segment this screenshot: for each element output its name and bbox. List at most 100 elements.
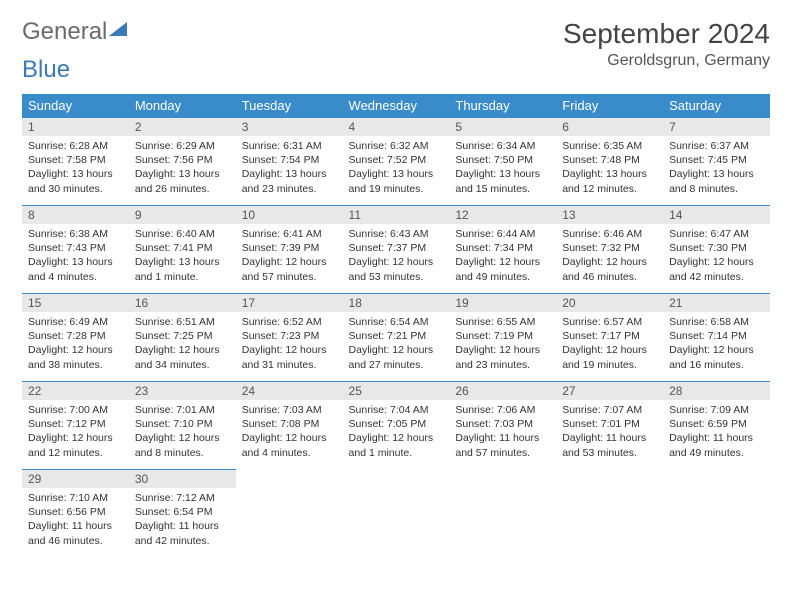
sunrise-text: Sunrise: 7:04 AM	[349, 403, 444, 417]
sunset-text: Sunset: 7:41 PM	[135, 241, 230, 255]
sunrise-text: Sunrise: 6:34 AM	[455, 139, 550, 153]
sunset-text: Sunset: 7:25 PM	[135, 329, 230, 343]
sunset-text: Sunset: 7:39 PM	[242, 241, 337, 255]
weekday-header: Monday	[129, 94, 236, 117]
daylight-text: Daylight: 11 hours and 49 minutes.	[669, 431, 764, 459]
day-number: 17	[236, 293, 343, 312]
daylight-text: Daylight: 13 hours and 26 minutes.	[135, 167, 230, 195]
sunset-text: Sunset: 7:21 PM	[349, 329, 444, 343]
daylight-text: Daylight: 13 hours and 8 minutes.	[669, 167, 764, 195]
day-details: Sunrise: 6:41 AMSunset: 7:39 PMDaylight:…	[236, 224, 343, 288]
sunrise-text: Sunrise: 6:58 AM	[669, 315, 764, 329]
sunset-text: Sunset: 7:45 PM	[669, 153, 764, 167]
weekday-header: Wednesday	[343, 94, 450, 117]
daylight-text: Daylight: 11 hours and 53 minutes.	[562, 431, 657, 459]
sunset-text: Sunset: 7:30 PM	[669, 241, 764, 255]
sunset-text: Sunset: 7:10 PM	[135, 417, 230, 431]
day-details: Sunrise: 6:40 AMSunset: 7:41 PMDaylight:…	[129, 224, 236, 288]
day-number: 22	[22, 381, 129, 400]
day-number: 20	[556, 293, 663, 312]
day-number: 26	[449, 381, 556, 400]
sunrise-text: Sunrise: 7:01 AM	[135, 403, 230, 417]
day-number: 18	[343, 293, 450, 312]
sunrise-text: Sunrise: 6:57 AM	[562, 315, 657, 329]
day-number: 2	[129, 117, 236, 136]
day-number: 13	[556, 205, 663, 224]
calendar-day-cell: 27Sunrise: 7:07 AMSunset: 7:01 PMDayligh…	[556, 381, 663, 469]
day-details: Sunrise: 7:06 AMSunset: 7:03 PMDaylight:…	[449, 400, 556, 464]
daylight-text: Daylight: 12 hours and 23 minutes.	[455, 343, 550, 371]
calendar-week-row: 8Sunrise: 6:38 AMSunset: 7:43 PMDaylight…	[22, 205, 770, 293]
day-details: Sunrise: 6:37 AMSunset: 7:45 PMDaylight:…	[663, 136, 770, 200]
calendar-day-cell: 29Sunrise: 7:10 AMSunset: 6:56 PMDayligh…	[22, 469, 129, 557]
sunrise-text: Sunrise: 6:51 AM	[135, 315, 230, 329]
calendar-day-cell: 13Sunrise: 6:46 AMSunset: 7:32 PMDayligh…	[556, 205, 663, 293]
sunrise-text: Sunrise: 7:06 AM	[455, 403, 550, 417]
calendar-day-cell: 16 Sunrise: 6:51 AMSunset: 7:25 PMDayligh…	[129, 293, 236, 381]
title-block: September 2024 Geroldsgrun, Germany	[563, 18, 770, 70]
sunset-text: Sunset: 7:48 PM	[562, 153, 657, 167]
daylight-text: Daylight: 13 hours and 4 minutes.	[28, 255, 123, 283]
calendar-day-cell: 21Sunrise: 6:58 AMSunset: 7:14 PMDayligh…	[663, 293, 770, 381]
calendar-day-cell: 23Sunrise: 7:01 AMSunset: 7:10 PMDayligh…	[129, 381, 236, 469]
sunrise-text: Sunrise: 7:03 AM	[242, 403, 337, 417]
calendar-day-cell: 11Sunrise: 6:43 AMSunset: 7:37 PMDayligh…	[343, 205, 450, 293]
weekday-header: Tuesday	[236, 94, 343, 117]
day-details: Sunrise: 6:43 AMSunset: 7:37 PMDaylight:…	[343, 224, 450, 288]
daylight-text: Daylight: 12 hours and 53 minutes.	[349, 255, 444, 283]
sunset-text: Sunset: 6:54 PM	[135, 505, 230, 519]
calendar-day-cell: .	[556, 469, 663, 557]
calendar-day-cell: 24Sunrise: 7:03 AMSunset: 7:08 PMDayligh…	[236, 381, 343, 469]
day-number: 15	[22, 293, 129, 312]
day-details: Sunrise: 7:01 AMSunset: 7:10 PMDaylight:…	[129, 400, 236, 464]
sunrise-text: Sunrise: 7:10 AM	[28, 491, 123, 505]
day-number: 1	[22, 117, 129, 136]
day-number: 9	[129, 205, 236, 224]
sunrise-text: Sunrise: 6:46 AM	[562, 227, 657, 241]
sunset-text: Sunset: 7:19 PM	[455, 329, 550, 343]
day-details: Sunrise: 6:54 AMSunset: 7:21 PMDaylight:…	[343, 312, 450, 376]
day-number: 16	[129, 293, 236, 312]
sunset-text: Sunset: 7:56 PM	[135, 153, 230, 167]
day-details: Sunrise: 6:32 AMSunset: 7:52 PMDaylight:…	[343, 136, 450, 200]
daylight-text: Daylight: 12 hours and 16 minutes.	[669, 343, 764, 371]
daylight-text: Daylight: 12 hours and 34 minutes.	[135, 343, 230, 371]
sunrise-text: Sunrise: 6:31 AM	[242, 139, 337, 153]
daylight-text: Daylight: 13 hours and 23 minutes.	[242, 167, 337, 195]
logo: General	[22, 18, 127, 46]
sunrise-text: Sunrise: 6:44 AM	[455, 227, 550, 241]
daylight-text: Daylight: 12 hours and 46 minutes.	[562, 255, 657, 283]
calendar-day-cell: 5Sunrise: 6:34 AMSunset: 7:50 PMDaylight…	[449, 117, 556, 205]
calendar-day-cell: 14Sunrise: 6:47 AMSunset: 7:30 PMDayligh…	[663, 205, 770, 293]
sunrise-text: Sunrise: 7:00 AM	[28, 403, 123, 417]
day-details: Sunrise: 7:04 AMSunset: 7:05 PMDaylight:…	[343, 400, 450, 464]
calendar-day-cell: 20Sunrise: 6:57 AMSunset: 7:17 PMDayligh…	[556, 293, 663, 381]
calendar-day-cell: 28Sunrise: 7:09 AMSunset: 6:59 PMDayligh…	[663, 381, 770, 469]
day-number: 28	[663, 381, 770, 400]
day-number: 8	[22, 205, 129, 224]
sunset-text: Sunset: 7:05 PM	[349, 417, 444, 431]
sunset-text: Sunset: 7:43 PM	[28, 241, 123, 255]
calendar-day-cell: .	[236, 469, 343, 557]
calendar-day-cell: 22Sunrise: 7:00 AMSunset: 7:12 PMDayligh…	[22, 381, 129, 469]
daylight-text: Daylight: 13 hours and 30 minutes.	[28, 167, 123, 195]
day-number: 5	[449, 117, 556, 136]
daylight-text: Daylight: 12 hours and 57 minutes.	[242, 255, 337, 283]
daylight-text: Daylight: 12 hours and 12 minutes.	[28, 431, 123, 459]
day-details: Sunrise: 6:55 AMSunset: 7:19 PMDaylight:…	[449, 312, 556, 376]
day-details: Sunrise: 6:52 AMSunset: 7:23 PMDaylight:…	[236, 312, 343, 376]
sunset-text: Sunset: 7:52 PM	[349, 153, 444, 167]
calendar-day-cell: 26Sunrise: 7:06 AMSunset: 7:03 PMDayligh…	[449, 381, 556, 469]
flag-icon	[109, 22, 127, 36]
sunset-text: Sunset: 7:28 PM	[28, 329, 123, 343]
calendar-day-cell: 3Sunrise: 6:31 AMSunset: 7:54 PMDaylight…	[236, 117, 343, 205]
sunrise-text: Sunrise: 6:43 AM	[349, 227, 444, 241]
calendar-table: SundayMondayTuesdayWednesdayThursdayFrid…	[22, 94, 770, 557]
day-details: Sunrise: 7:00 AMSunset: 7:12 PMDaylight:…	[22, 400, 129, 464]
daylight-text: Daylight: 11 hours and 57 minutes.	[455, 431, 550, 459]
calendar-day-cell: 4Sunrise: 6:32 AMSunset: 7:52 PMDaylight…	[343, 117, 450, 205]
sunrise-text: Sunrise: 6:40 AM	[135, 227, 230, 241]
calendar-day-cell: 10Sunrise: 6:41 AMSunset: 7:39 PMDayligh…	[236, 205, 343, 293]
sunset-text: Sunset: 7:50 PM	[455, 153, 550, 167]
sunrise-text: Sunrise: 6:55 AM	[455, 315, 550, 329]
